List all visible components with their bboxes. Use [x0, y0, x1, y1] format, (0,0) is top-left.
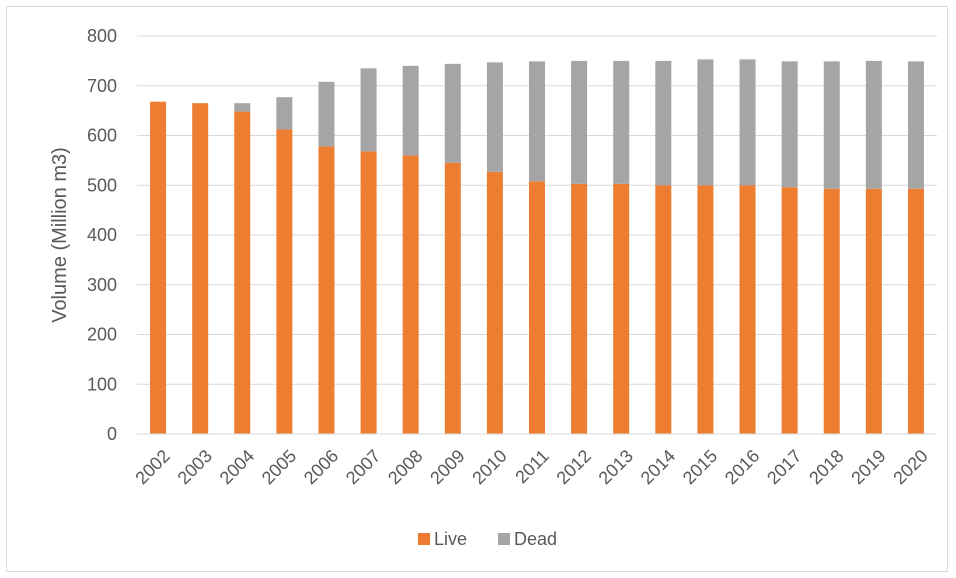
y-tick-label: 200 [87, 325, 117, 345]
x-tick-label: 2017 [763, 446, 805, 488]
bar-live-2010 [486, 171, 503, 434]
x-tick-label: 2015 [679, 446, 721, 488]
bar-dead-2008 [402, 65, 419, 156]
bar-dead-2020 [907, 61, 924, 189]
legend-swatch-live [418, 533, 430, 545]
y-tick-label: 500 [87, 175, 117, 195]
bar-dead-2012 [571, 60, 588, 184]
x-tick-label: 2019 [847, 446, 889, 488]
bar-dead-2019 [865, 60, 882, 189]
x-tick-label: 2007 [342, 446, 384, 488]
bar-dead-2013 [613, 60, 630, 184]
x-tick-label: 2012 [553, 446, 595, 488]
y-axis-title: Volume (Million m3) [49, 147, 71, 323]
bar-dead-2004 [234, 103, 251, 112]
bar-live-2005 [276, 129, 293, 434]
legend-swatch-dead [498, 533, 510, 545]
bar-dead-2014 [655, 60, 672, 186]
legend: Live Dead [418, 529, 557, 549]
y-tick-label: 600 [87, 126, 117, 146]
bar-dead-2007 [360, 68, 377, 152]
x-tick-label: 2014 [637, 446, 679, 488]
bar-live-2018 [823, 188, 840, 434]
y-tick-label: 400 [87, 225, 117, 245]
bar-live-2012 [571, 183, 588, 434]
y-tick-label: 700 [87, 76, 117, 96]
x-tick-label: 2009 [426, 446, 468, 488]
x-tick-label: 2018 [805, 446, 847, 488]
legend-label-live: Live [434, 529, 467, 549]
bar-dead-2009 [444, 63, 461, 163]
x-tick-label: 2004 [216, 446, 258, 488]
bar-live-2003 [192, 103, 209, 434]
bar-dead-2017 [781, 61, 798, 188]
x-tick-label: 2011 [511, 446, 553, 488]
bar-live-2011 [529, 181, 545, 434]
bar-dead-2005 [276, 97, 293, 130]
x-tick-label: 2013 [595, 446, 637, 488]
bar-live-2004 [234, 111, 251, 435]
y-axis-ticks: 0 100 200 300 400 500 600 700 800 [87, 26, 117, 444]
y-tick-label: 0 [107, 424, 117, 444]
x-axis-ticks: 2002 2003 2004 2005 2006 2007 2008 2009 2010 2011… [131, 446, 931, 488]
bar-live-2019 [865, 188, 882, 434]
x-tick-label: 2003 [174, 446, 216, 488]
x-tick-label: 2002 [131, 446, 173, 488]
bar-live-2002 [150, 101, 167, 435]
bar-live-2020 [907, 188, 924, 434]
x-tick-label: 2008 [384, 446, 426, 488]
bar-live-2007 [360, 151, 377, 435]
bar-live-2013 [613, 183, 630, 434]
bar-live-2009 [444, 162, 461, 435]
x-tick-label: 2010 [468, 446, 510, 488]
bar-dead-2006 [318, 81, 335, 147]
x-tick-label: 2020 [889, 446, 931, 488]
bar-live-2008 [402, 155, 419, 434]
y-tick-label: 100 [87, 374, 117, 394]
legend-label-dead: Dead [514, 529, 557, 549]
bar-dead-2015 [697, 59, 714, 186]
bars [150, 59, 924, 435]
x-tick-label: 2016 [721, 446, 763, 488]
y-tick-label: 800 [87, 26, 117, 46]
bar-live-2014 [655, 185, 672, 434]
bar-live-2017 [781, 187, 798, 434]
x-tick-label: 2005 [258, 446, 300, 488]
bar-dead-2011 [529, 61, 545, 182]
bar-live-2016 [739, 185, 756, 434]
bar-live-2015 [697, 185, 714, 434]
bar-live-2006 [318, 146, 335, 434]
bar-dead-2018 [823, 61, 840, 189]
x-tick-label: 2006 [300, 446, 342, 488]
bar-dead-2016 [739, 59, 756, 186]
bar-dead-2010 [486, 62, 503, 172]
y-tick-label: 300 [87, 275, 117, 295]
